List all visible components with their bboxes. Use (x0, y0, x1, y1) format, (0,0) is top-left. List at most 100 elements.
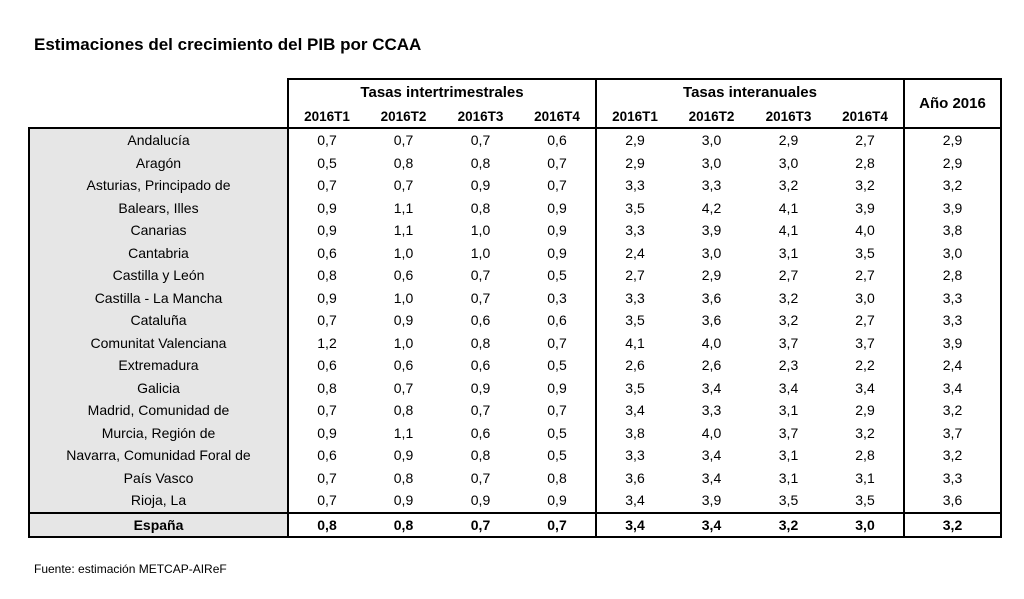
value-cell: 0,8 (393, 469, 414, 486)
value-cell: 0,8 (547, 469, 567, 486)
value-cell: 3,2 (855, 424, 875, 441)
value-cell: 4,0 (855, 222, 875, 239)
header-blank (29, 79, 288, 105)
table-row: Canarias 0,9 1,1 1,0 0,9 3,3 3,9 4,1 4,0 3,8 (28, 219, 1002, 242)
gdp-table: Tasas intertrimestrales Tasas interanual… (28, 78, 1002, 538)
region-name: Murcia, Región de (28, 421, 289, 444)
value-cell: 0,7 (442, 127, 519, 152)
value-cell: 2,4 (903, 354, 1002, 377)
value-cell: 0,7 (317, 312, 337, 329)
value-cell: 0,7 (470, 267, 491, 284)
value-cell: 2,9 (595, 127, 673, 152)
value-cell: 2,7 (855, 267, 875, 284)
value-cell: 0,7 (547, 334, 567, 351)
value-cell: 2,8 (855, 447, 875, 464)
region-name: Navarra, Comunidad Foral de (28, 444, 289, 467)
header-interanuales: Tasas interanuales (595, 78, 904, 105)
value-cell: 3,3 (595, 444, 673, 467)
table-row: Castilla - La Mancha 0,9 1,0 0,7 0,3 3,3 3,6 3,… (28, 286, 1002, 309)
value-cell: 0,7 (365, 127, 442, 152)
value-cell: 3,5 (778, 492, 799, 509)
table-row: Navarra, Comunidad Foral de 0,6 0,9 0,8 0,5 3… (28, 444, 1002, 467)
page-title: Estimaciones del crecimiento del PIB por… (34, 35, 422, 54)
value-cell: 1,0 (470, 222, 491, 239)
header-blank-2 (29, 105, 288, 129)
value-cell: 0,9 (547, 244, 567, 261)
value-cell: 2,7 (855, 312, 875, 329)
value-cell: 0,5 (317, 154, 337, 171)
region-name: Extremadura (28, 354, 289, 377)
value-cell: 3,4 (778, 379, 799, 396)
value-cell: 0,7 (393, 379, 414, 396)
value-cell: 1,0 (393, 334, 414, 351)
value-cell: 2,9 (903, 127, 1002, 152)
table-row: Extremadura 0,6 0,6 0,6 0,5 2,6 2,6 2,3 2,2 2,4 (28, 354, 1002, 377)
value-cell: 0,7 (547, 154, 567, 171)
value-cell: 0,8 (393, 154, 414, 171)
value-cell: 0,7 (470, 469, 491, 486)
value-cell: 3,0 (827, 511, 904, 538)
table-row: Murcia, Región de 0,9 1,1 0,6 0,5 3,8 4,0 3,7 3,… (28, 421, 1002, 444)
header-quarter: 2016T2 (673, 105, 750, 129)
value-cell: 3,4 (855, 379, 875, 396)
value-cell: 0,6 (470, 357, 491, 374)
value-cell: 0,8 (365, 511, 442, 538)
value-cell: 0,6 (547, 312, 567, 329)
value-cell: 0,9 (470, 177, 491, 194)
value-cell: 3,9 (855, 199, 875, 216)
value-cell: 3,4 (595, 489, 673, 513)
value-cell: 1,0 (393, 289, 414, 306)
value-cell: 3,6 (701, 289, 722, 306)
region-name: Comunitat Valenciana (28, 331, 289, 354)
region-name: España (28, 511, 289, 538)
value-cell: 0,9 (393, 312, 414, 329)
value-cell: 2,9 (750, 127, 827, 152)
value-cell: 2,3 (778, 357, 799, 374)
value-cell: 0,9 (547, 379, 567, 396)
value-cell: 3,1 (778, 244, 799, 261)
value-cell: 3,3 (903, 286, 1002, 309)
table-row: Asturias, Principado de 0,7 0,7 0,9 0,7 3,3 3,… (28, 174, 1002, 197)
value-cell: 3,3 (701, 402, 722, 419)
value-cell: 3,4 (673, 511, 750, 538)
value-cell: 3,5 (855, 492, 875, 509)
value-cell: 3,4 (595, 399, 673, 422)
table-row: Rioja, La 0,7 0,9 0,9 0,9 3,4 3,9 3,5 3,5 3,6 (28, 489, 1002, 513)
value-cell: 0,7 (442, 511, 519, 538)
value-cell: 3,0 (855, 289, 875, 306)
value-cell: 2,6 (701, 357, 722, 374)
value-cell: 3,0 (673, 127, 750, 152)
value-cell: 3,9 (903, 331, 1002, 354)
table-row: Balears, Illes 0,9 1,1 0,8 0,9 3,5 4,2 4,1 3,9 3,… (28, 196, 1002, 219)
value-cell: 3,2 (778, 177, 799, 194)
value-cell: 0,5 (547, 357, 567, 374)
region-name: Castilla - La Mancha (28, 286, 289, 309)
value-cell: 0,9 (547, 222, 567, 239)
value-cell: 1,1 (393, 199, 414, 216)
value-cell: 3,3 (595, 286, 673, 309)
table-row: Andalucía 0,7 0,7 0,7 0,6 2,9 3,0 2,9 2,7 2,9 (28, 127, 1002, 152)
header-quarter: 2016T3 (750, 105, 827, 129)
value-cell: 0,8 (470, 447, 491, 464)
value-cell: 2,7 (827, 127, 904, 152)
table-row: Cantabria 0,6 1,0 1,0 0,9 2,4 3,0 3,1 3,5 3,0 (28, 241, 1002, 264)
value-cell: 3,5 (855, 244, 875, 261)
value-cell: 3,2 (903, 511, 1002, 538)
value-cell: 0,6 (317, 244, 337, 261)
value-cell: 0,5 (547, 267, 567, 284)
value-cell: 0,9 (317, 222, 337, 239)
value-cell: 3,0 (701, 244, 722, 261)
value-cell: 0,3 (547, 289, 567, 306)
value-cell: 0,8 (393, 402, 414, 419)
value-cell: 3,2 (903, 174, 1002, 197)
value-cell: 3,5 (595, 309, 673, 332)
value-cell: 2,2 (855, 357, 875, 374)
table-row: Aragón 0,5 0,8 0,8 0,7 2,9 3,0 3,0 2,8 2,9 (28, 151, 1002, 174)
value-cell: 3,2 (778, 312, 799, 329)
value-cell: 2,9 (701, 267, 722, 284)
value-cell: 3,7 (903, 421, 1002, 444)
value-cell: 3,0 (778, 154, 799, 171)
table-row: Castilla y León 0,8 0,6 0,7 0,5 2,7 2,9 2,7 2,7 2… (28, 264, 1002, 287)
value-cell: 3,1 (778, 469, 799, 486)
value-cell: 4,1 (778, 199, 799, 216)
